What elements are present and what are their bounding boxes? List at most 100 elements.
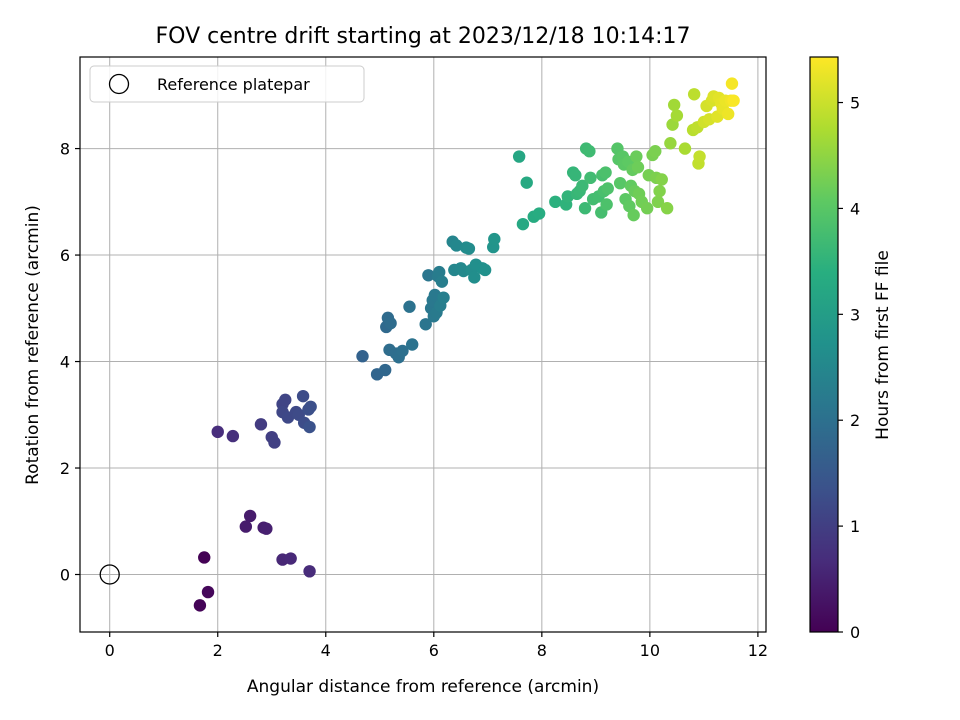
data-points	[99, 77, 740, 612]
data-point	[653, 184, 666, 198]
y-tick-label: 4	[60, 353, 70, 372]
data-point	[520, 176, 533, 189]
colorbar: 0 1 2 3 4 5 Hours from first FF file	[809, 56, 893, 642]
data-point	[303, 420, 316, 434]
data-point	[211, 425, 224, 439]
data-point	[378, 363, 392, 377]
data-point	[478, 263, 492, 277]
data-point	[296, 389, 310, 403]
data-point	[578, 202, 592, 215]
data-point	[599, 166, 612, 179]
data-point	[468, 271, 481, 284]
legend-entry-reference: Reference platepar	[157, 75, 310, 94]
legend-reference-marker	[108, 73, 130, 95]
data-point	[396, 344, 409, 358]
data-point	[433, 265, 446, 279]
data-point	[600, 198, 613, 211]
data-point	[613, 176, 627, 190]
data-point	[727, 94, 740, 107]
data-point	[667, 98, 681, 112]
legend: Reference platepar	[89, 65, 365, 103]
colorbar-tick-label: 2	[850, 411, 860, 430]
colorbar-label: Hours from first FF file	[873, 250, 893, 440]
x-tick-label: 10	[640, 641, 660, 660]
y-axis-ticks: 0 2 4 6 8	[60, 140, 80, 585]
data-point	[437, 291, 450, 304]
data-point	[488, 232, 501, 246]
colorbar-tick-label: 5	[850, 94, 860, 113]
data-point	[569, 168, 582, 182]
data-point	[640, 202, 654, 215]
data-point	[576, 179, 589, 193]
data-point	[243, 509, 257, 523]
colorbar-tick-label: 3	[850, 305, 860, 324]
data-point	[651, 195, 665, 209]
data-point	[664, 137, 677, 150]
grid-lines	[80, 57, 766, 632]
x-tick-label: 12	[748, 641, 768, 660]
data-point	[279, 393, 292, 407]
data-point	[516, 217, 530, 231]
data-point	[405, 338, 419, 351]
data-point	[687, 88, 701, 101]
data-point	[226, 429, 240, 443]
data-point	[198, 551, 211, 564]
colorbar-tick-label: 0	[850, 623, 860, 642]
data-point	[721, 107, 735, 121]
data-point	[630, 150, 643, 163]
y-tick-label: 2	[60, 459, 70, 478]
colorbar-frame	[809, 56, 839, 633]
data-point	[627, 208, 640, 222]
data-point	[601, 182, 614, 195]
x-axis-ticks: 0 2 4 6 8 10 12	[105, 632, 768, 660]
x-tick-label: 6	[429, 641, 439, 660]
y-tick-label: 6	[60, 246, 70, 265]
chart-title: FOV centre drift starting at 2023/12/18 …	[156, 24, 691, 49]
data-point	[284, 552, 297, 565]
colorbar-gradient	[810, 57, 838, 632]
data-point	[268, 436, 281, 449]
data-point	[384, 317, 397, 330]
y-axis-label: Rotation from reference (arcmin)	[23, 205, 43, 485]
data-point	[512, 150, 526, 163]
data-point	[303, 565, 316, 578]
colorbar-tick-label: 4	[850, 199, 860, 218]
data-point	[549, 195, 562, 209]
data-point	[419, 318, 432, 331]
legend-box	[89, 65, 365, 103]
colorbar-ticks: 0 1 2 3 4 5	[838, 94, 860, 642]
data-point	[260, 522, 273, 535]
data-point	[655, 173, 668, 186]
data-point	[678, 142, 692, 155]
x-tick-label: 0	[105, 641, 115, 660]
x-tick-label: 4	[321, 641, 331, 660]
data-point	[356, 350, 369, 363]
data-point	[450, 239, 463, 252]
data-point	[725, 77, 739, 90]
data-point	[693, 150, 706, 163]
data-point	[660, 202, 674, 215]
data-point	[631, 161, 645, 174]
x-tick-label: 8	[537, 641, 547, 660]
data-point	[649, 145, 662, 158]
data-point	[239, 520, 253, 533]
reference-platepar-marker	[99, 564, 120, 585]
data-point	[193, 599, 207, 612]
data-point	[422, 269, 435, 282]
data-point	[584, 171, 597, 185]
x-axis-label: Angular distance from reference (arcmin)	[247, 677, 599, 697]
x-tick-label: 2	[213, 641, 223, 660]
data-point	[201, 585, 215, 599]
data-point	[583, 145, 596, 158]
data-point	[532, 207, 546, 220]
plot-frame	[79, 56, 767, 633]
colorbar-tick-label: 1	[850, 517, 860, 536]
data-point	[254, 418, 268, 431]
y-tick-label: 0	[60, 566, 70, 585]
data-point	[403, 300, 416, 313]
data-point	[670, 109, 684, 122]
data-point	[462, 242, 476, 255]
y-tick-label: 8	[60, 140, 70, 159]
data-point	[435, 275, 449, 288]
